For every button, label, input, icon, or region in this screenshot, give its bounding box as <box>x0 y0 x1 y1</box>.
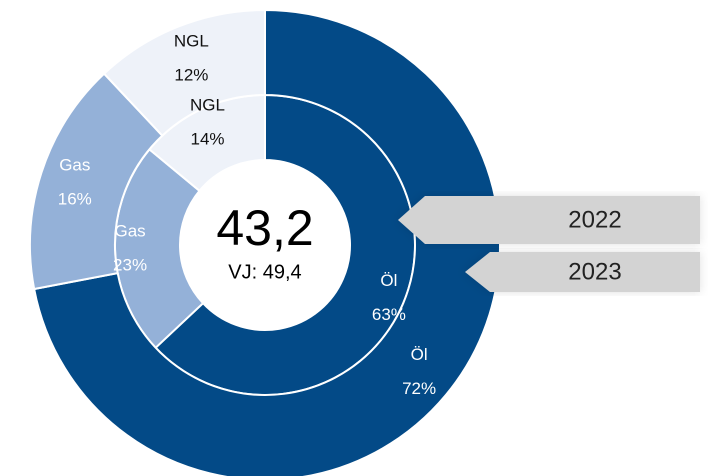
segment-value: 14% <box>191 129 225 148</box>
series-name: 2022 <box>568 206 621 233</box>
center-label: VJ: 49,4 <box>228 261 301 283</box>
segment-category: Öl <box>411 345 428 364</box>
segment-value: 16% <box>58 190 92 209</box>
donut-segment <box>32 8 501 476</box>
rings <box>29 8 501 476</box>
series-tag <box>465 252 700 292</box>
center-hole <box>180 160 350 330</box>
segment-value: 63% <box>372 305 406 324</box>
segment-value: 72% <box>402 379 436 398</box>
segment-value: 12% <box>174 66 208 85</box>
center-value: 43,2 <box>216 200 313 256</box>
segment-category: NGL <box>174 32 209 51</box>
segment-value: 23% <box>113 256 147 275</box>
series-name: 2023 <box>568 258 621 285</box>
segment-category: Gas <box>59 156 90 175</box>
segment-category: NGL <box>190 95 225 114</box>
segment-category: Gas <box>114 222 145 241</box>
series-tag <box>398 196 700 244</box>
segment-category: Öl <box>380 271 397 290</box>
donut-segment <box>102 8 266 138</box>
